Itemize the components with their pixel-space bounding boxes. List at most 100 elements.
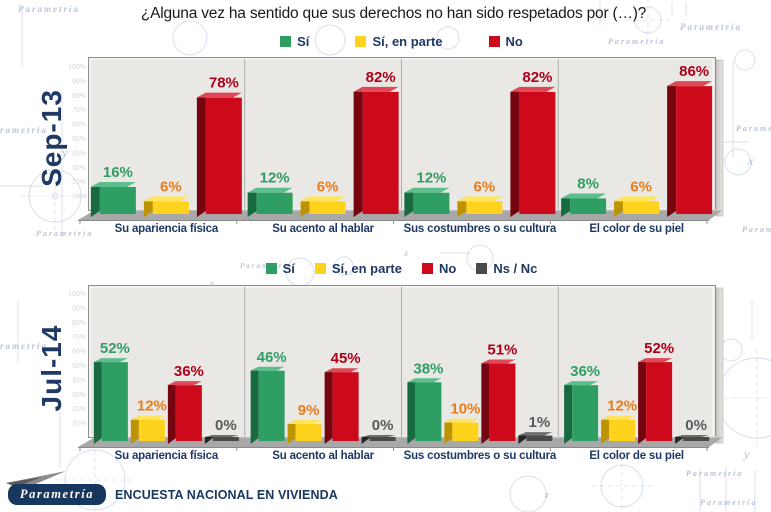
legend-swatch — [314, 262, 326, 274]
chart-jul-14: 100% 90% 80% 70% 60% 50% 40% 30% 20% 10% 52% 12% 36%… — [68, 285, 724, 451]
bar-side — [247, 187, 257, 217]
bar-value-label: 1% — [529, 414, 551, 431]
brand-watermark: Parametría — [608, 37, 665, 46]
bar-top — [638, 358, 673, 363]
axis-tick-label: 60% — [72, 122, 86, 129]
category-label: Su apariencia física — [114, 450, 219, 462]
blueprint-circle — [28, 169, 82, 223]
plot-floor — [78, 437, 723, 447]
bar-side — [324, 368, 333, 444]
axis-letter-y: y — [209, 278, 214, 288]
bar: 36% — [167, 363, 204, 444]
brand-watermark: Parametría — [36, 229, 93, 238]
legend-swatch — [265, 262, 277, 274]
axis-tick-label: 60% — [72, 349, 86, 356]
bar-front — [175, 385, 202, 441]
bar-side — [444, 418, 453, 444]
bar-side — [93, 358, 102, 444]
parametria-logo: Parametría — [8, 484, 106, 505]
axis-tick-label: 80% — [72, 93, 86, 100]
axis-letter-x: x — [747, 154, 754, 168]
bar: 38% — [407, 360, 443, 444]
axis-letter-y: y — [743, 447, 750, 461]
bar-front — [489, 363, 516, 441]
bar-value-label: 6% — [630, 178, 652, 195]
bar-front — [212, 437, 239, 441]
bar-side — [196, 92, 206, 217]
bar-front — [452, 422, 479, 441]
bar-side — [361, 435, 370, 444]
bar-top — [204, 435, 239, 437]
legend-label: Ns / Nc — [493, 260, 538, 276]
axis-letter-x: x — [403, 248, 408, 258]
brand-watermark: Parametría — [0, 125, 48, 135]
legend-sep-13: Sí Sí, en parte No — [88, 33, 715, 49]
bar-value-label: 12% — [137, 398, 167, 415]
bar-top — [457, 196, 503, 202]
axis-tick-label: 90% — [72, 78, 86, 85]
blueprint-circle — [724, 148, 752, 176]
legend-swatch — [476, 262, 488, 274]
bar-front — [413, 192, 450, 214]
bar-value-label: 10% — [450, 401, 480, 418]
category-label: Su acento al hablar — [272, 450, 374, 462]
bar-front — [99, 186, 136, 214]
bar: 6% — [300, 178, 346, 217]
bar-top — [324, 368, 359, 373]
axis-tick-label: 50% — [72, 136, 86, 143]
bar: 78% — [196, 75, 242, 217]
axis-tick-label: 30% — [72, 392, 86, 399]
blueprint-circle — [509, 475, 547, 512]
bar: 16% — [90, 164, 136, 217]
bar-front — [519, 91, 556, 214]
plot-wall-side — [715, 287, 724, 444]
legend-swatch — [421, 262, 433, 274]
bar-front — [138, 419, 165, 441]
bar-value-label: 46% — [257, 349, 287, 366]
bar-top — [300, 196, 346, 202]
legend-label: No — [505, 33, 523, 49]
bar-value-label: 12% — [416, 170, 446, 187]
bar-top — [361, 435, 396, 437]
bar-side — [638, 358, 647, 444]
bar-side — [675, 435, 684, 444]
blueprint-circle — [64, 449, 126, 511]
brand-watermark: Parametría — [18, 4, 80, 14]
bar-top — [404, 187, 450, 193]
legend-label: Sí, en parte — [331, 260, 402, 276]
legend-swatch — [488, 35, 500, 47]
page-title: ¿Alguna vez ha sentido que sus derechos … — [140, 5, 647, 22]
bar-value-label: 45% — [331, 350, 361, 367]
bar-side — [250, 366, 259, 444]
axis-tick-label: 10% — [72, 194, 86, 201]
brand-watermark: Parametría — [736, 124, 771, 133]
blueprint-circle — [436, 26, 460, 50]
bar-top — [614, 196, 660, 202]
bar-side — [407, 378, 416, 444]
axis-tick-label: 30% — [72, 165, 86, 172]
bar-top — [675, 435, 710, 437]
chart-sep-13: 100% 90% 80% 70% 60% 50% 40% 30% 20% 10% 16% 6% 78% 1… — [68, 57, 724, 224]
bar-value-label: 52% — [100, 340, 130, 357]
bar-top — [561, 193, 607, 199]
bar: 12% — [601, 398, 637, 444]
bar-front — [152, 201, 189, 214]
bar-top — [407, 378, 442, 383]
bar-top — [601, 415, 636, 420]
axis-tick-label: 20% — [72, 406, 86, 413]
blueprint-circle — [600, 464, 644, 508]
axis-tick-label: 100% — [68, 291, 86, 298]
bar-side — [457, 196, 467, 217]
legend-item: No — [421, 261, 456, 276]
bar-value-label: 16% — [103, 164, 133, 181]
bar-value-label: 52% — [644, 340, 674, 357]
bar-front — [572, 385, 599, 441]
legend-label: Sí, en parte — [372, 33, 443, 49]
legend-item: Sí, en parte — [314, 260, 402, 276]
bar-value-label: 0% — [685, 417, 707, 434]
category-label: Su apariencia física — [114, 223, 219, 235]
bar-side — [601, 415, 610, 444]
bar-value-label: 86% — [679, 63, 709, 80]
